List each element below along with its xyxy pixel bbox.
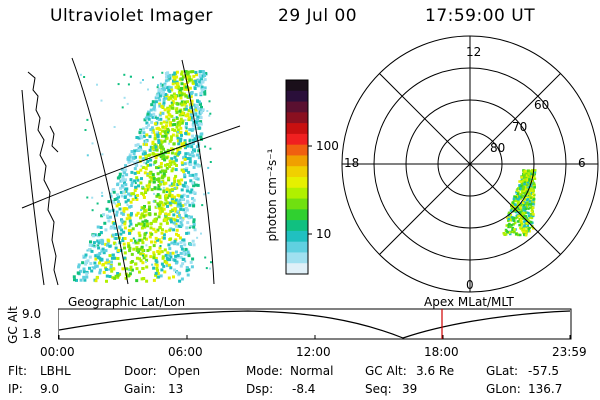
timeline-xtick-0000: 00:00 [40, 345, 75, 359]
gain-value: 13 [168, 382, 184, 396]
glon-label: GLon: [486, 382, 521, 396]
timeline-xtick-1200: 12:00 [296, 345, 331, 359]
longitude-line [181, 59, 215, 285]
flt-value: LBHL [40, 364, 71, 378]
mode-value: Normal [290, 364, 334, 378]
mlt-label-0: 0 [466, 278, 474, 292]
lat-label-70: 70 [512, 120, 528, 134]
gain-label: Gain: [124, 382, 156, 396]
colorbar-tick-10: 10 [316, 227, 332, 241]
altitude-curve [58, 310, 571, 339]
gcalt-value: 3.6 Re [416, 364, 455, 378]
colorbar-tick-100: 100 [316, 139, 339, 153]
aurora-emission-polar [502, 169, 537, 237]
ip-value: 9.0 [40, 382, 60, 396]
glat-label: GLat: [486, 364, 519, 378]
polar-plot [341, 35, 599, 293]
flt-label: Flt: [8, 364, 27, 378]
timeline-xtick-2359: 23:59 [552, 345, 587, 359]
glon-value: 136.7 [528, 382, 563, 396]
longitude-line [21, 89, 45, 286]
glat-value: -57.5 [528, 364, 560, 378]
mode-label: Mode: [246, 364, 283, 378]
date-label: 29 Jul 00 [278, 6, 358, 26]
seq-value: 39 [402, 382, 418, 396]
aurora-emission-geographic [72, 70, 212, 283]
door-value: Open [168, 364, 201, 378]
mlt-label-6: 6 [578, 156, 586, 170]
app-title: Ultraviolet Imager [50, 6, 213, 26]
timeline-ytick-1.8: 1.8 [22, 327, 42, 341]
seq-label: Seq: [365, 382, 392, 396]
geographic-label: Geographic Lat/Lon [68, 295, 186, 309]
dsp-value: -8.4 [292, 382, 316, 396]
latitude-line [21, 125, 241, 209]
ip-label: IP: [8, 382, 23, 396]
colorbar-label: photon cm⁻²s⁻¹ [265, 148, 279, 242]
apex-label: Apex MLat/MLT [424, 295, 514, 309]
mlt-label-12: 12 [466, 45, 482, 59]
mlt-label-18: 18 [344, 156, 360, 170]
dsp-label: Dsp: [246, 382, 274, 396]
coastline-fragment [49, 125, 59, 153]
lat-label-60: 60 [534, 98, 550, 112]
timeline-plot [58, 308, 572, 340]
coastline [27, 71, 59, 286]
timeline-ylabel: GC Alt [6, 306, 20, 344]
timeline-xtick-1800: 18:00 [424, 345, 459, 359]
time-label: 17:59:00 UT [425, 6, 536, 26]
timeline-ytick-9: 9.0 [22, 307, 42, 321]
colorbar [285, 79, 312, 275]
timeline-xtick-0600: 06:00 [168, 345, 203, 359]
gcalt-label: GC Alt: [365, 364, 407, 378]
longitude-line [71, 57, 129, 285]
lat-label-80: 80 [490, 141, 506, 155]
door-label: Door: [124, 364, 157, 378]
